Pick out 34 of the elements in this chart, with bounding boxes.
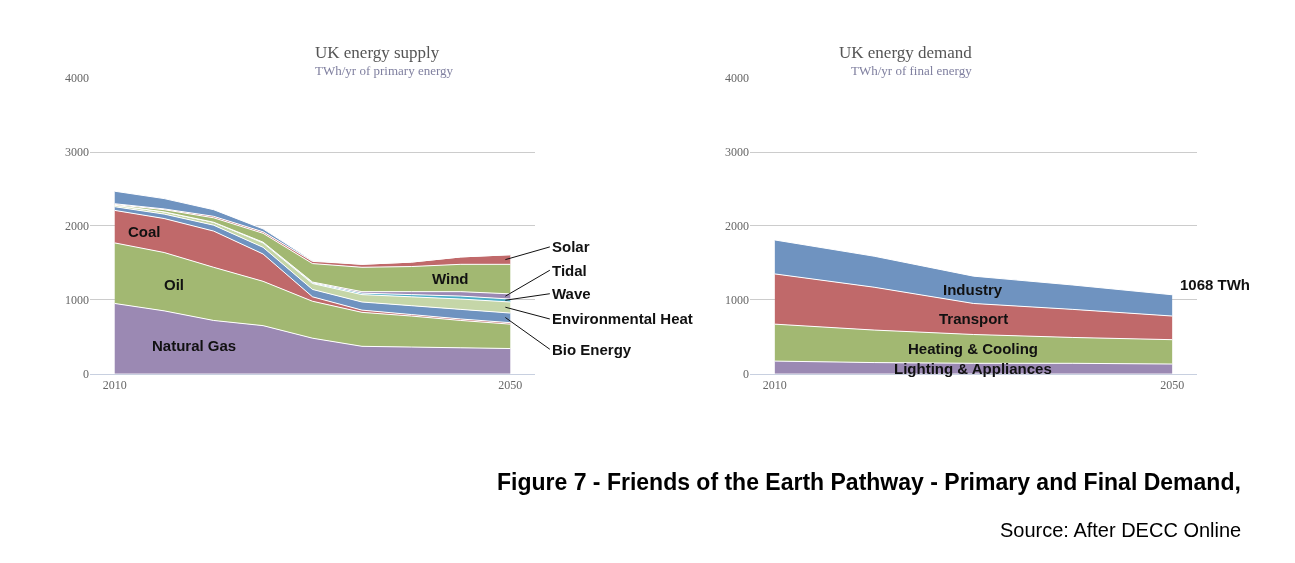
- source-note: Source: After DECC Online: [1000, 519, 1242, 541]
- chart-title: UK energy supply: [315, 43, 440, 62]
- y-tick-label: 2000: [725, 219, 749, 234]
- series-label: Industry: [943, 281, 1003, 298]
- y-tick-label: 0: [83, 366, 89, 381]
- x-tick-label: 2010: [762, 378, 787, 393]
- series-label: Heating & Cooling: [908, 340, 1038, 357]
- series-label: Wind: [432, 270, 469, 287]
- y-tick-label: 4000: [725, 71, 749, 86]
- y-tick-label: 2000: [65, 219, 89, 234]
- series-label: Coal: [128, 223, 161, 240]
- text: Solar: [552, 238, 590, 255]
- chart-subtitle: TWh/yr of final energy: [851, 63, 973, 78]
- text: Tidal: [552, 262, 587, 279]
- text: Bio Energy: [552, 341, 632, 358]
- y-tick-label: 1000: [725, 292, 749, 307]
- x-tick-label: 2010: [102, 378, 127, 393]
- caption: Figure 7 - Friends of the Earth Pathway - Primary and Final Demand,: [497, 469, 1241, 495]
- text: Environmental Heat: [552, 310, 693, 327]
- chart-subtitle: TWh/yr of primary energy: [315, 63, 454, 78]
- y-tick-label: 3000: [65, 145, 89, 160]
- y-tick-label: 3000: [725, 145, 749, 160]
- annotation: 1068 TWh: [1180, 276, 1251, 293]
- y-tick-label: 4000: [65, 71, 89, 86]
- y-tick-label: 1000: [65, 292, 89, 307]
- y-tick-label: 0: [743, 366, 749, 381]
- text: Wave: [552, 285, 591, 302]
- series-label: Transport: [939, 310, 1009, 327]
- series-label: Oil: [164, 276, 185, 293]
- x-tick-label: 2050: [1160, 378, 1185, 393]
- series-label: Natural Gas: [152, 337, 237, 354]
- chart-title: UK energy demand: [839, 43, 973, 62]
- series-label: Lighting & Appliances: [894, 360, 1052, 377]
- x-tick-label: 2050: [498, 378, 523, 393]
